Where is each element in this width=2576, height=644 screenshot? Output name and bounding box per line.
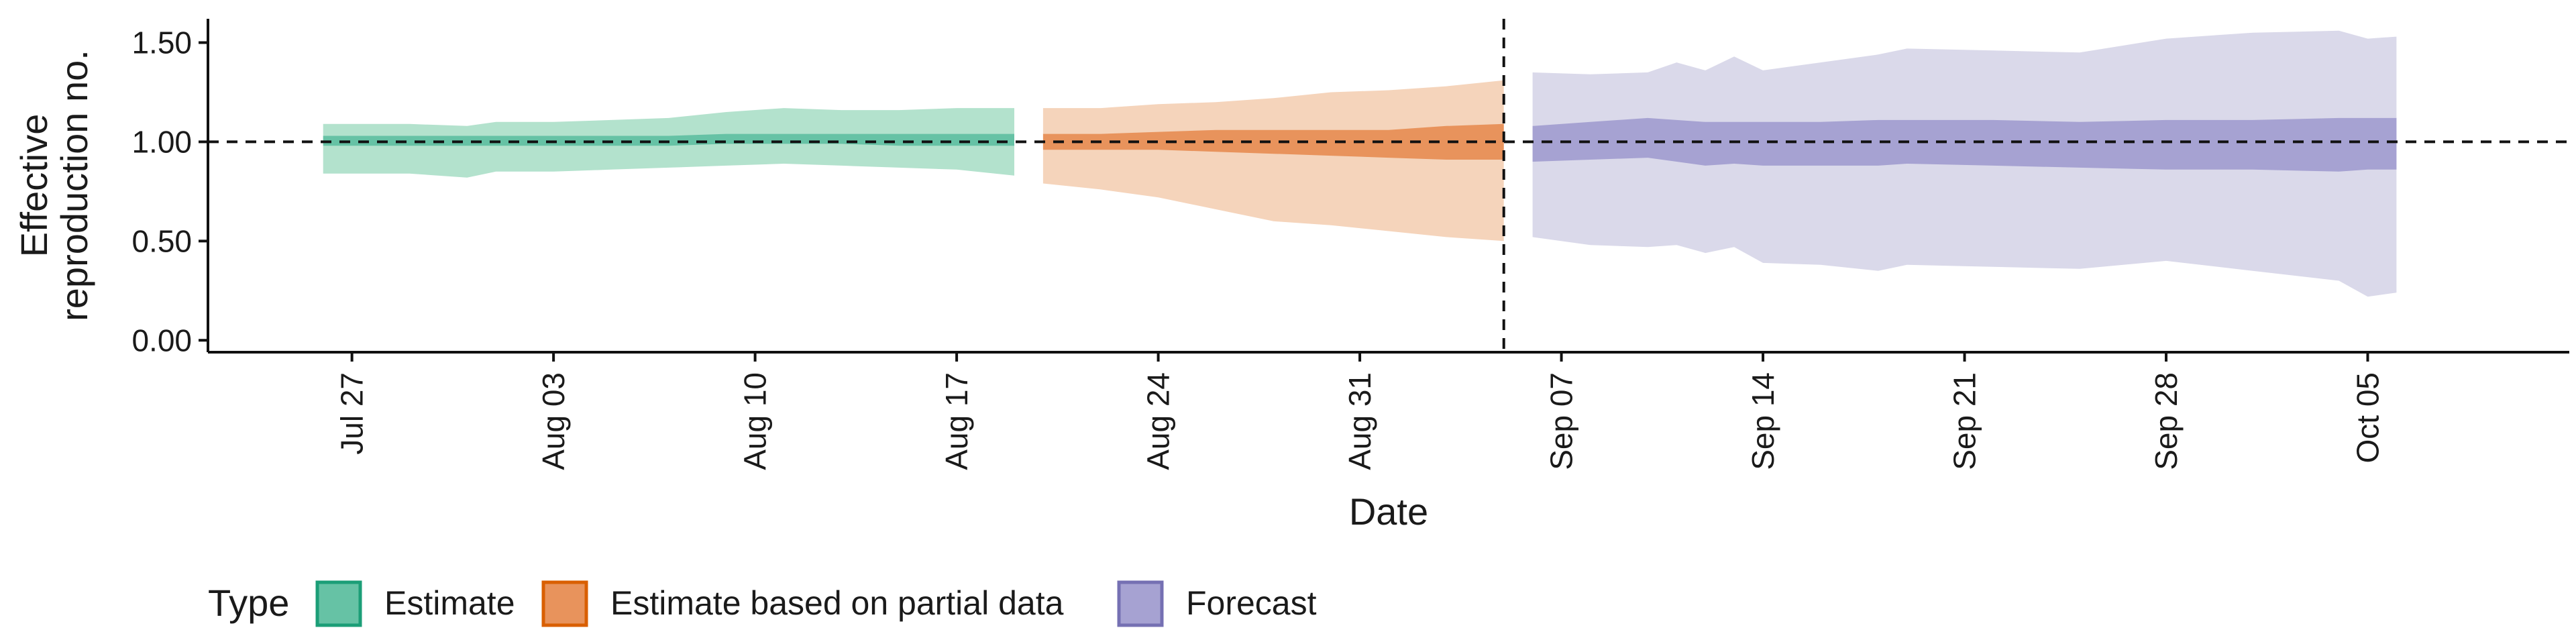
legend-swatch-3: [1117, 580, 1164, 627]
x-tick-label-10: Sep 28: [2149, 372, 2184, 470]
legend: Type Estimate Estimate based on partial da…: [208, 580, 1317, 627]
x-tick-label-4: Aug 17: [939, 372, 974, 470]
y-axis-title-line-1: Effective: [13, 114, 55, 258]
y-tick-label-3: 1.00: [131, 124, 192, 159]
x-axis-title: Date: [1349, 490, 1428, 533]
x-tick-label-5: Aug 24: [1141, 372, 1176, 470]
legend-label-2: Estimate based on partial data: [610, 584, 1064, 622]
legend-swatch-1: [315, 580, 362, 627]
y-axis-title-line-2: reproduction no.: [53, 50, 95, 321]
axes: 0.00 0.50 1.00 1.50 Jul 27 Aug 03 Aug 10 Aug 17…: [13, 19, 2569, 533]
band-inner-series-2: [1042, 123, 1504, 160]
x-tick-label-9: Sep 21: [1947, 372, 1982, 470]
legend-label-3: Forecast: [1186, 584, 1317, 622]
band-inner-series-3: [1532, 117, 2397, 172]
x-tick-label-7: Sep 07: [1544, 372, 1579, 470]
x-tick-label-11: Oct 05: [2351, 372, 2385, 464]
legend-title: Type: [208, 582, 289, 624]
y-tick-label-4: 1.50: [131, 25, 192, 60]
x-tick-label-8: Sep 14: [1746, 372, 1780, 470]
legend-label-1: Estimate: [384, 584, 515, 622]
band-outer-series-2: [1042, 80, 1504, 241]
confidence-bands: [323, 30, 2397, 297]
y-tick-label-2: 0.50: [131, 223, 192, 258]
x-tick-label-2: Aug 03: [536, 372, 571, 470]
x-tick-label-3: Aug 10: [738, 372, 773, 470]
legend-swatch-2: [541, 580, 588, 627]
x-tick-label-1: Jul 27: [335, 372, 370, 455]
y-tick-label-1: 0.00: [131, 323, 192, 358]
x-tick-label-6: Aug 31: [1342, 372, 1377, 470]
